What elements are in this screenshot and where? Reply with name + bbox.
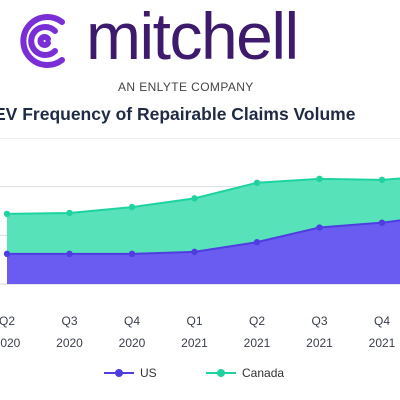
x-tick-quarter: Q3 — [61, 314, 77, 328]
x-tick-year: 2020 — [119, 336, 146, 350]
x-tick-year: 2021 — [181, 336, 208, 350]
legend-label-us: US — [140, 366, 157, 380]
data-points — [3, 175, 386, 258]
data-point-canada — [378, 176, 386, 184]
header: mitchell AN ENLYTE COMPANY — [0, 0, 400, 100]
x-tick-quarter: Q2 — [249, 314, 265, 328]
data-point-canada — [3, 210, 11, 218]
data-point-us — [3, 250, 11, 258]
mitchell-logo-icon — [20, 14, 65, 68]
area-chart: Q2 2020 Q3 2020 Q4 2020 Q1 2021 Q2 2021 Q3 2021 Q4 20… — [0, 138, 400, 350]
legend: US Canada — [0, 366, 400, 386]
data-point-us — [66, 250, 73, 258]
legend-swatch-us — [104, 369, 134, 377]
data-point-us — [316, 224, 323, 231]
x-tick-year: 2020 — [0, 336, 21, 350]
legend-label-canada: Canada — [242, 366, 285, 380]
data-point-canada — [253, 179, 261, 186]
x-tick-quarter: Q4 — [124, 314, 140, 328]
data-point-us — [128, 250, 136, 258]
x-tick-year: 2021 — [244, 336, 271, 350]
brand-tagline: AN ENLYTE COMPANY — [118, 80, 254, 94]
x-tick-quarter: Q2 — [0, 314, 15, 328]
x-tick-year: 2020 — [56, 336, 83, 350]
legend-swatch-canada — [206, 369, 236, 377]
data-point-us — [378, 219, 386, 226]
x-axis-ticks: Q2 2020 Q3 2020 Q4 2020 Q1 2021 Q2 2021 Q3 2021 Q4 20… — [0, 314, 396, 350]
x-tick-quarter: Q4 — [374, 314, 390, 328]
area-us — [7, 220, 400, 284]
x-tick-year: 2021 — [369, 336, 396, 350]
data-point-canada — [316, 175, 323, 183]
x-tick-quarter: Q3 — [311, 314, 327, 328]
areas — [7, 178, 400, 284]
data-point-us — [253, 238, 261, 246]
data-point-us — [191, 248, 198, 256]
brand-name: mitchell — [86, 0, 299, 73]
x-tick-year: 2021 — [306, 336, 333, 350]
legend-item-us: US — [104, 366, 157, 380]
x-tick-quarter: Q1 — [186, 314, 202, 328]
chart-title: EV Frequency of Repairable Claims Volume — [0, 104, 356, 124]
data-point-canada — [66, 209, 73, 217]
legend-item-canada: Canada — [206, 366, 284, 380]
data-point-canada — [191, 195, 198, 202]
data-point-canada — [128, 203, 136, 211]
